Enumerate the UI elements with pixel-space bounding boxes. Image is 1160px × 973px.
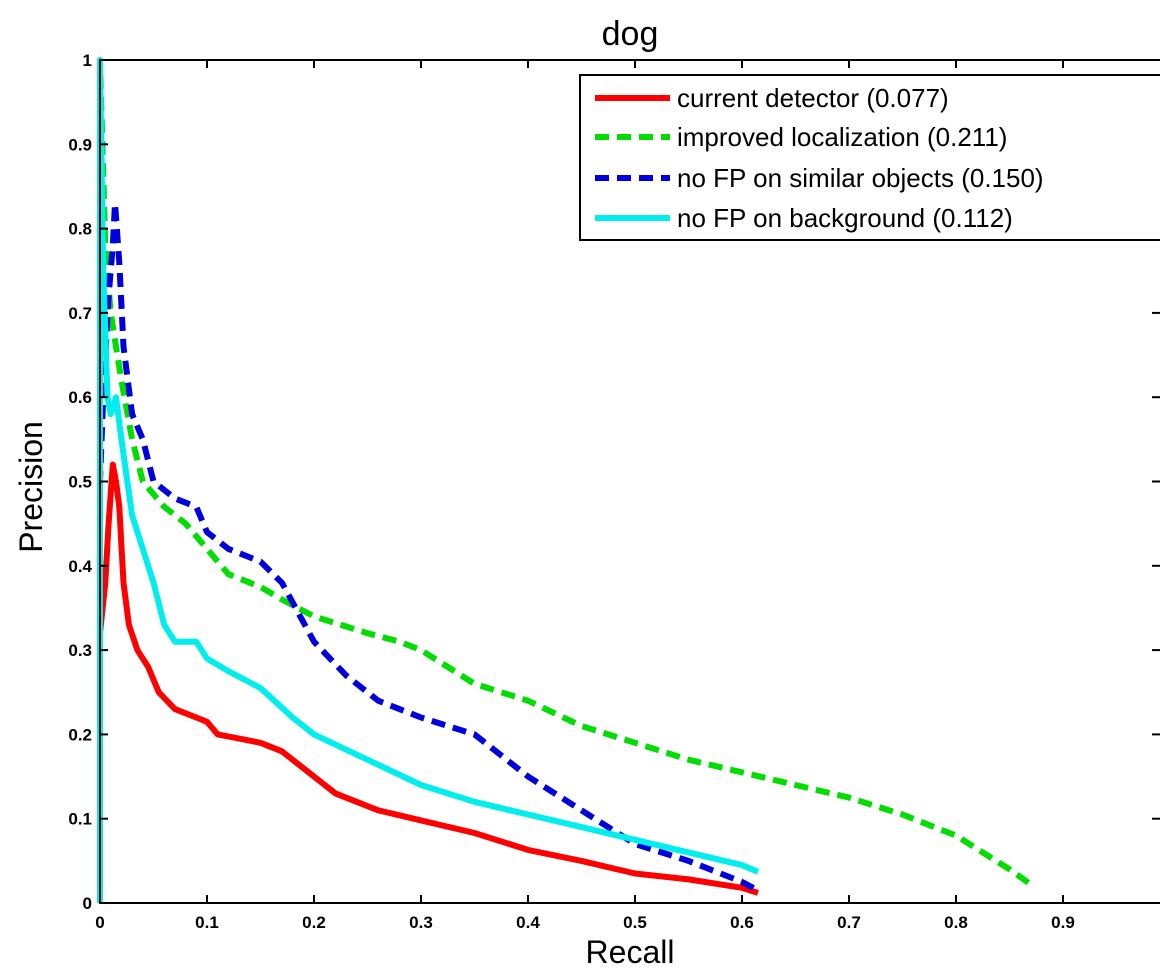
x-tick-label: 0.2 — [302, 913, 326, 932]
legend: current detector (0.077) improved locali… — [579, 74, 1160, 241]
x-axis-label: Recall — [586, 934, 675, 970]
legend-label-current-detector: current detector (0.077) — [677, 83, 949, 113]
series-layer — [97, 57, 1033, 903]
y-tick-label: 0.8 — [68, 220, 92, 239]
y-tick-label: 0.9 — [68, 135, 92, 154]
chart-title: dog — [602, 15, 659, 53]
tick-layer: 0 0.1 0.2 0.3 0.4 0.5 0.6 0.7 0.8 0.9 1 0 0.1 0.2 0.3 0… — [68, 51, 1160, 932]
x-tick-label: 0.8 — [944, 913, 968, 932]
y-axis-label: Precision — [13, 421, 49, 553]
y-tick-label: 0.7 — [68, 304, 92, 323]
y-tick-label: 0.5 — [68, 473, 92, 492]
y-tick-label: 1 — [83, 51, 92, 70]
legend-label-no-fp-background: no FP on background (0.112) — [677, 203, 1013, 233]
y-tick-label: 0.6 — [68, 388, 92, 407]
legend-label-no-fp-similar: no FP on similar objects (0.150) — [677, 163, 1044, 193]
x-tick-label: 0 — [95, 913, 104, 932]
y-tick-label: 0 — [83, 894, 92, 913]
series-line-no-fp-on-background — [97, 57, 760, 903]
x-tick-label: 0.6 — [730, 913, 754, 932]
legend-label-improved-localization: improved localization (0.211) — [677, 122, 1007, 152]
x-tick-label: 0.4 — [516, 913, 540, 932]
y-tick-label: 0.3 — [68, 641, 92, 660]
x-tick-label: 0.3 — [409, 913, 433, 932]
series-line-current-detector — [97, 461, 759, 903]
legend-box — [579, 74, 1160, 241]
x-tick-label: 0.1 — [195, 913, 219, 932]
y-tick-label: 0.2 — [68, 725, 92, 744]
series-line-no-fp-on-similar-objects — [97, 200, 760, 903]
y-tick-label: 0.1 — [68, 810, 92, 829]
x-tick-label: 0.5 — [623, 913, 647, 932]
x-tick-label: 0.7 — [837, 913, 861, 932]
x-tick-label: 0.9 — [1051, 913, 1075, 932]
y-tick-label: 0.4 — [68, 557, 92, 576]
series-line-improved-localization — [97, 57, 1033, 903]
